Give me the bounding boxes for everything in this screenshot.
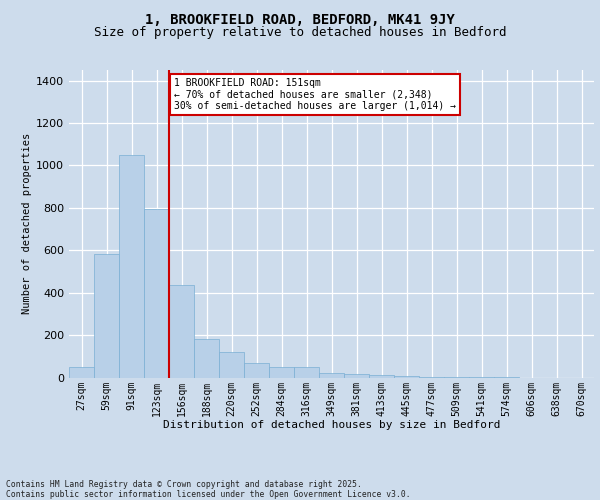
- Bar: [419, 377, 444, 378]
- Bar: [344, 374, 369, 378]
- Bar: [319, 374, 344, 378]
- Bar: [94, 254, 119, 378]
- Bar: [369, 376, 394, 378]
- Bar: [194, 338, 219, 378]
- Bar: [119, 156, 144, 378]
- Text: Contains HM Land Registry data © Crown copyright and database right 2025.
Contai: Contains HM Land Registry data © Crown c…: [6, 480, 410, 499]
- Y-axis label: Number of detached properties: Number of detached properties: [22, 133, 32, 314]
- Bar: [394, 376, 419, 378]
- Bar: [269, 368, 294, 378]
- X-axis label: Distribution of detached houses by size in Bedford: Distribution of detached houses by size …: [163, 420, 500, 430]
- Bar: [169, 285, 194, 378]
- Bar: [69, 368, 94, 378]
- Text: 1, BROOKFIELD ROAD, BEDFORD, MK41 9JY: 1, BROOKFIELD ROAD, BEDFORD, MK41 9JY: [145, 12, 455, 26]
- Text: 1 BROOKFIELD ROAD: 151sqm
← 70% of detached houses are smaller (2,348)
30% of se: 1 BROOKFIELD ROAD: 151sqm ← 70% of detac…: [174, 78, 456, 111]
- Bar: [219, 352, 244, 378]
- Bar: [144, 209, 169, 378]
- Bar: [244, 362, 269, 378]
- Bar: [294, 368, 319, 378]
- Text: Size of property relative to detached houses in Bedford: Size of property relative to detached ho…: [94, 26, 506, 39]
